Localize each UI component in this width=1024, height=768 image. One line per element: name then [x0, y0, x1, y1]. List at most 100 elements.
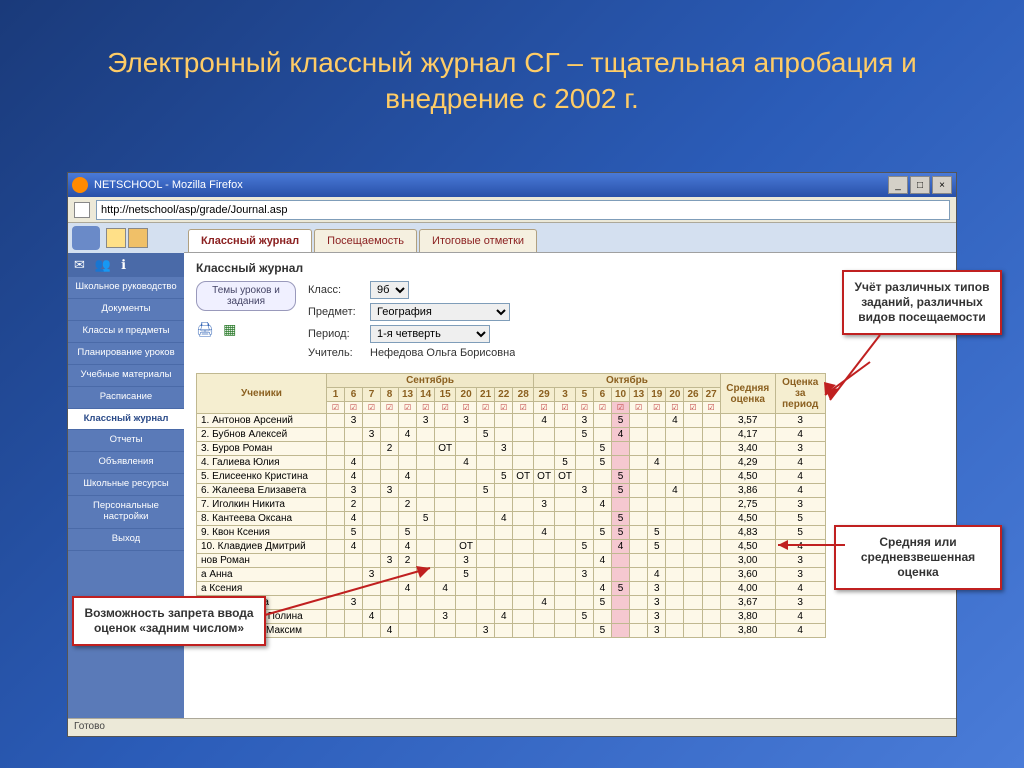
grade-cell[interactable]: 4: [399, 470, 417, 484]
grade-cell[interactable]: [456, 470, 477, 484]
grade-cell[interactable]: [534, 428, 555, 442]
grade-cell[interactable]: [477, 526, 495, 540]
grade-cell[interactable]: [593, 428, 611, 442]
grade-cell[interactable]: [611, 624, 629, 638]
grade-cell[interactable]: [648, 484, 666, 498]
grade-cell[interactable]: [513, 610, 534, 624]
grade-cell[interactable]: [345, 442, 363, 456]
grade-cell[interactable]: [477, 456, 495, 470]
maximize-button[interactable]: □: [910, 176, 930, 194]
grade-cell[interactable]: [666, 582, 684, 596]
grade-cell[interactable]: [417, 470, 435, 484]
grade-cell[interactable]: [702, 414, 720, 428]
grade-cell[interactable]: 2: [399, 554, 417, 568]
grade-cell[interactable]: [648, 554, 666, 568]
grade-cell[interactable]: [477, 512, 495, 526]
grade-cell[interactable]: [534, 624, 555, 638]
grade-cell[interactable]: [684, 484, 702, 498]
grade-cell[interactable]: 3: [648, 610, 666, 624]
grade-cell[interactable]: 4: [593, 582, 611, 596]
grade-cell[interactable]: [345, 624, 363, 638]
grade-cell[interactable]: [513, 624, 534, 638]
grade-cell[interactable]: [684, 554, 702, 568]
grade-cell[interactable]: 3: [575, 484, 593, 498]
grade-cell[interactable]: [555, 526, 576, 540]
grade-cell[interactable]: [363, 470, 381, 484]
grade-cell[interactable]: [684, 596, 702, 610]
grade-cell[interactable]: [702, 456, 720, 470]
grade-cell[interactable]: 4: [381, 624, 399, 638]
grade-cell[interactable]: [630, 596, 648, 610]
grade-cell[interactable]: [495, 624, 513, 638]
grade-cell[interactable]: 4: [534, 414, 555, 428]
grade-cell[interactable]: [381, 596, 399, 610]
class-select[interactable]: 9б: [370, 281, 409, 299]
grade-cell[interactable]: [593, 512, 611, 526]
grade-cell[interactable]: [630, 526, 648, 540]
grade-cell[interactable]: 4: [495, 512, 513, 526]
grade-cell[interactable]: [399, 456, 417, 470]
grade-cell[interactable]: [702, 428, 720, 442]
grade-cell[interactable]: [345, 568, 363, 582]
grade-cell[interactable]: 3: [648, 582, 666, 596]
grade-cell[interactable]: 4: [593, 554, 611, 568]
grade-cell[interactable]: 5: [611, 484, 629, 498]
grade-cell[interactable]: [666, 428, 684, 442]
grade-cell[interactable]: 4: [495, 610, 513, 624]
grade-cell[interactable]: [435, 568, 456, 582]
grade-cell[interactable]: 4: [345, 456, 363, 470]
grade-cell[interactable]: [363, 512, 381, 526]
grade-cell[interactable]: [381, 456, 399, 470]
grade-cell[interactable]: [477, 442, 495, 456]
subject-select[interactable]: География: [370, 303, 510, 321]
grade-cell[interactable]: [630, 540, 648, 554]
grade-cell[interactable]: [630, 568, 648, 582]
grade-cell[interactable]: [630, 582, 648, 596]
grade-cell[interactable]: [477, 554, 495, 568]
grade-cell[interactable]: [327, 624, 345, 638]
grade-cell[interactable]: [495, 554, 513, 568]
grade-cell[interactable]: [495, 526, 513, 540]
tab[interactable]: Классный журнал: [188, 229, 312, 252]
grade-cell[interactable]: 3: [363, 428, 381, 442]
grade-cell[interactable]: [513, 540, 534, 554]
grade-cell[interactable]: [666, 498, 684, 512]
grade-cell[interactable]: 4: [399, 428, 417, 442]
grade-cell[interactable]: 5: [345, 526, 363, 540]
grade-cell[interactable]: 5: [575, 610, 593, 624]
grade-cell[interactable]: [666, 526, 684, 540]
grade-cell[interactable]: [702, 596, 720, 610]
grade-cell[interactable]: [575, 554, 593, 568]
grade-cell[interactable]: [702, 526, 720, 540]
grade-cell[interactable]: [399, 442, 417, 456]
grade-cell[interactable]: 2: [345, 498, 363, 512]
grade-cell[interactable]: 4: [534, 526, 555, 540]
grade-cell[interactable]: 4: [399, 582, 417, 596]
grade-cell[interactable]: [555, 540, 576, 554]
grade-cell[interactable]: 4: [611, 428, 629, 442]
grade-cell[interactable]: [666, 470, 684, 484]
sidebar-item[interactable]: Классный журнал: [68, 409, 184, 431]
grade-cell[interactable]: [702, 582, 720, 596]
grade-cell[interactable]: [435, 526, 456, 540]
grade-cell[interactable]: 5: [593, 526, 611, 540]
sidebar-item[interactable]: Объявления: [68, 452, 184, 474]
grade-cell[interactable]: 4: [666, 484, 684, 498]
sidebar-item[interactable]: Расписание: [68, 387, 184, 409]
grade-cell[interactable]: [630, 442, 648, 456]
grade-cell[interactable]: 5: [593, 624, 611, 638]
grade-cell[interactable]: 5: [611, 414, 629, 428]
grade-cell[interactable]: 3: [345, 414, 363, 428]
grade-cell[interactable]: [345, 554, 363, 568]
grade-cell[interactable]: [630, 456, 648, 470]
grade-cell[interactable]: [555, 596, 576, 610]
grade-cell[interactable]: 5: [648, 526, 666, 540]
grade-cell[interactable]: [684, 624, 702, 638]
grade-cell[interactable]: 5: [456, 568, 477, 582]
grade-cell[interactable]: [630, 470, 648, 484]
grade-cell[interactable]: 2: [381, 442, 399, 456]
grade-cell[interactable]: [684, 512, 702, 526]
grade-cell[interactable]: [666, 554, 684, 568]
grade-cell[interactable]: 5: [555, 456, 576, 470]
grade-cell[interactable]: 4: [345, 470, 363, 484]
